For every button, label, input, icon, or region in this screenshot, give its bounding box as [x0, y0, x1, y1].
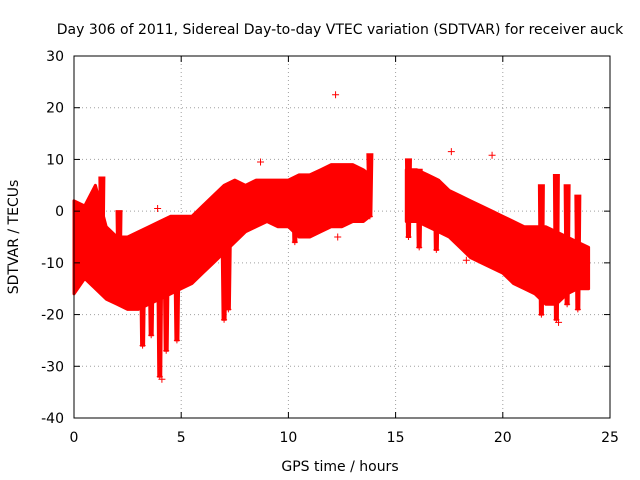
data-spike: [366, 153, 374, 218]
y-tick-label: -40: [41, 411, 64, 427]
y-axis-label: SDTVAR / TECUs: [6, 180, 22, 295]
x-tick-label: 15: [387, 430, 405, 446]
data-point-marker: [158, 375, 166, 383]
data-point-marker: [488, 151, 496, 159]
y-tick-label: 30: [46, 49, 64, 65]
data-spike-end-marker: [574, 306, 581, 313]
data-point-marker: [334, 233, 342, 241]
data-layer: [72, 91, 591, 383]
data-spike-end-marker: [116, 285, 123, 292]
chart-title: Day 306 of 2011, Sidereal Day-to-day VTE…: [57, 22, 624, 38]
data-spike: [563, 184, 571, 306]
data-point-marker: [462, 256, 470, 264]
data-spike: [139, 261, 147, 347]
data-spike-end-marker: [366, 213, 373, 220]
data-point-marker: [332, 91, 340, 99]
y-tick-label: 10: [46, 152, 64, 168]
ticks: 0 5 10 15 20 25 -40 -30 -20 -10 0 10 20 30: [41, 49, 619, 446]
data-spike: [162, 261, 170, 352]
data-spike: [291, 189, 299, 244]
data-spike-end-marker: [139, 342, 146, 349]
data-spike: [147, 261, 155, 337]
data-spike: [98, 176, 106, 275]
data-spike: [574, 194, 582, 311]
y-tick-label: -20: [41, 308, 64, 324]
data-spike: [552, 173, 560, 321]
y-tick-label: -30: [41, 359, 64, 375]
x-axis-label: GPS time / hours: [281, 459, 398, 475]
data-spike: [415, 168, 423, 249]
data-point-marker: [257, 158, 265, 166]
x-tick-label: 5: [177, 430, 186, 446]
data-spike-end-marker: [225, 306, 232, 313]
x-tick-label: 10: [279, 430, 297, 446]
data-point-marker: [154, 205, 162, 213]
data-spike-end-marker: [163, 347, 170, 354]
data-spike-end-marker: [98, 270, 105, 277]
data-point-marker: [555, 318, 563, 326]
data-spike-end-marker: [173, 337, 180, 344]
data-spike-end-marker: [221, 316, 228, 323]
data-spike: [432, 179, 440, 251]
x-tick-label: 25: [601, 430, 619, 446]
data-spike-end-marker: [564, 301, 571, 308]
x-tick-label: 20: [494, 430, 512, 446]
y-tick-label: 0: [55, 204, 64, 220]
data-spike-end-marker: [416, 244, 423, 251]
y-tick-label: -10: [41, 256, 64, 272]
data-spike: [537, 184, 545, 316]
data-spike-end-marker: [291, 239, 298, 246]
data-spike-end-marker: [433, 246, 440, 253]
data-spike-end-marker: [538, 311, 545, 318]
data-spike: [156, 261, 164, 378]
plot-frame: [73, 55, 611, 419]
data-spike-end-marker: [405, 234, 412, 240]
y-tick-label: 20: [46, 101, 64, 117]
data-spike: [224, 236, 232, 311]
data-spike-end-marker: [148, 332, 155, 339]
data-spike: [173, 261, 181, 342]
data-point-marker: [447, 148, 455, 156]
data-spike: [115, 210, 123, 290]
x-tick-label: 0: [70, 430, 79, 446]
data-spike: [404, 158, 412, 238]
